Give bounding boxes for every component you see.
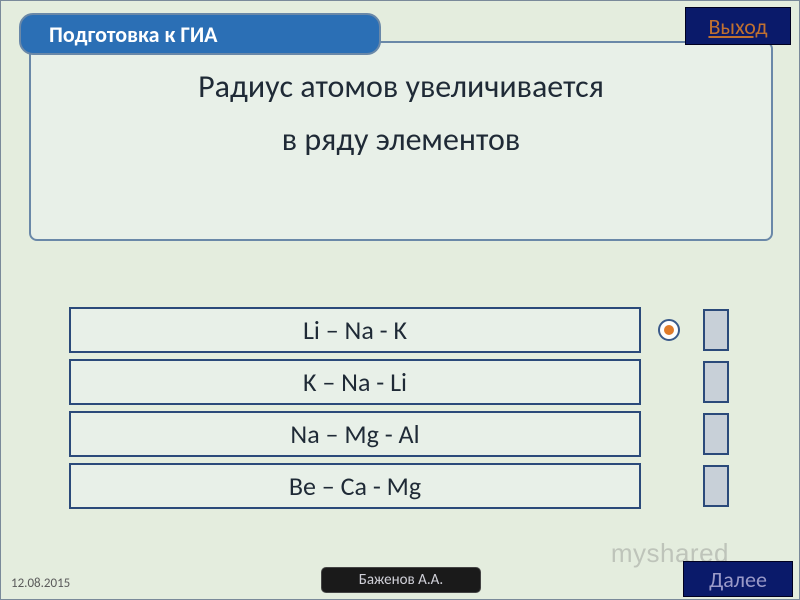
option-3[interactable]: Na – Mg - Al <box>69 411 641 457</box>
question-line-2: в ряду элементов <box>282 118 520 163</box>
next-label: Далее <box>709 566 767 593</box>
question-line-1: Радиус атомов увеличивается <box>198 65 604 110</box>
radio-wrap <box>651 468 687 504</box>
exit-label: Выход <box>708 13 767 40</box>
option-row: Li – Na - K <box>69 307 733 353</box>
author-name: Баженов А.А. <box>359 571 443 589</box>
indicator-box-4 <box>703 465 729 507</box>
option-1[interactable]: Li – Na - K <box>69 307 641 353</box>
radio-wrap <box>651 364 687 400</box>
slide-frame: Подготовка к ГИА Выход Радиус атомов уве… <box>0 0 800 600</box>
radio-wrap <box>651 312 687 348</box>
option-label: Na – Mg - Al <box>290 418 419 450</box>
radio-wrap <box>651 416 687 452</box>
indicator-box-3 <box>703 413 729 455</box>
date-label: 12.08.2015 <box>11 576 70 591</box>
slide-title-pill: Подготовка к ГИА <box>19 13 381 55</box>
option-label: Be – Ca - Mg <box>289 470 421 502</box>
radio-button-1[interactable] <box>658 319 680 341</box>
option-2[interactable]: K – Na - Li <box>69 359 641 405</box>
indicator-box-2 <box>703 361 729 403</box>
question-card: Радиус атомов увеличивается в ряду элеме… <box>29 41 773 241</box>
option-4[interactable]: Be – Ca - Mg <box>69 463 641 509</box>
author-pill: Баженов А.А. <box>321 567 481 593</box>
option-row: K – Na - Li <box>69 359 733 405</box>
option-row: Be – Ca - Mg <box>69 463 733 509</box>
option-label: K – Na - Li <box>303 366 407 398</box>
slide-title: Подготовка к ГИА <box>49 21 218 48</box>
option-row: Na – Mg - Al <box>69 411 733 457</box>
exit-button[interactable]: Выход <box>685 7 791 45</box>
options-group: Li – Na - K K – Na - Li Na – Mg - Al Be … <box>69 307 733 515</box>
option-label: Li – Na - K <box>303 314 407 346</box>
indicator-box-1 <box>703 309 729 351</box>
next-button[interactable]: Далее <box>683 561 793 597</box>
